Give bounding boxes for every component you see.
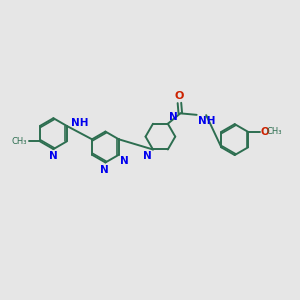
Text: CH₃: CH₃ [266, 128, 282, 136]
Text: CH₃: CH₃ [12, 137, 27, 146]
Text: N: N [120, 156, 129, 166]
Text: NH: NH [198, 116, 215, 126]
Text: O: O [260, 127, 269, 137]
Text: NH: NH [71, 118, 88, 128]
Text: O: O [175, 92, 184, 101]
Text: N: N [49, 151, 58, 161]
Text: N: N [100, 165, 108, 175]
Text: N: N [169, 112, 178, 122]
Text: N: N [143, 151, 152, 161]
